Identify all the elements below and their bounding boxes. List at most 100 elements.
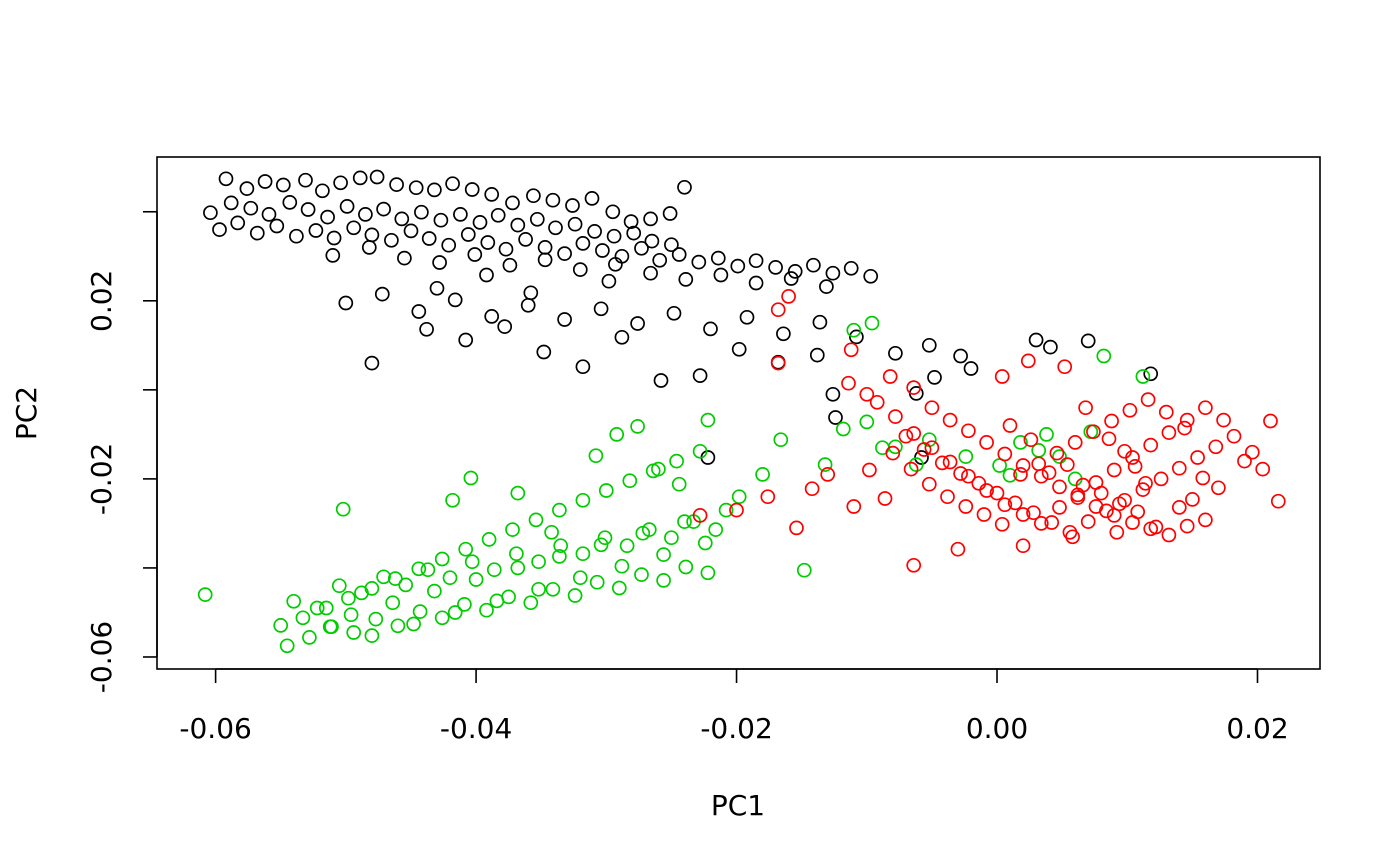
- data-point: [545, 192, 561, 208]
- data-point: [924, 440, 940, 456]
- data-point: [463, 470, 479, 486]
- data-point: [846, 322, 862, 338]
- data-point: [414, 204, 429, 220]
- data-point: [781, 289, 796, 304]
- data-point: [1057, 359, 1073, 375]
- data-point: [490, 207, 506, 223]
- data-point: [942, 412, 958, 428]
- points-layer: [197, 169, 1286, 654]
- data-point: [575, 359, 591, 375]
- data-point: [352, 170, 368, 186]
- data-point: [369, 169, 385, 185]
- data-point: [1099, 503, 1114, 519]
- data-point: [652, 252, 668, 268]
- data-point: [1179, 518, 1195, 534]
- data-point: [653, 373, 669, 388]
- data-point: [390, 618, 406, 634]
- data-point: [419, 321, 434, 337]
- data-point: [298, 172, 313, 188]
- data-point: [1067, 435, 1083, 450]
- data-point: [809, 347, 825, 363]
- data-point: [408, 180, 424, 196]
- data-point: [565, 198, 580, 213]
- data-point: [406, 616, 421, 632]
- data-point: [295, 610, 311, 626]
- data-point: [862, 462, 877, 478]
- data-point: [1255, 461, 1271, 477]
- data-point: [331, 578, 347, 594]
- x-tick-label: -0.06: [179, 712, 251, 745]
- data-point: [859, 414, 875, 430]
- data-point: [1185, 492, 1200, 507]
- data-point: [589, 574, 605, 590]
- data-point: [953, 466, 968, 481]
- data-point: [346, 625, 362, 640]
- data-point: [677, 514, 692, 529]
- data-point: [464, 182, 480, 197]
- data-point: [464, 554, 480, 570]
- data-point: [619, 538, 635, 554]
- data-point: [364, 227, 380, 243]
- data-point: [927, 370, 942, 385]
- x-axis-title: PC1: [711, 789, 765, 822]
- data-point: [364, 628, 380, 643]
- data-point: [994, 369, 1010, 384]
- data-point: [859, 386, 875, 402]
- data-point: [434, 551, 450, 567]
- data-point: [849, 329, 864, 345]
- data-point: [1028, 332, 1044, 348]
- data-point: [1148, 519, 1164, 535]
- data-point: [888, 439, 903, 455]
- data-point: [1226, 428, 1242, 444]
- data-point: [979, 435, 994, 450]
- data-point: [841, 375, 856, 391]
- data-point: [486, 562, 502, 578]
- data-point: [447, 605, 463, 620]
- data-point: [403, 223, 419, 239]
- data-point: [1177, 420, 1192, 436]
- data-point: [783, 271, 799, 286]
- data-point: [940, 489, 955, 505]
- data-point: [921, 337, 937, 353]
- data-point: [651, 461, 666, 477]
- data-point: [575, 492, 591, 508]
- data-point: [467, 247, 483, 262]
- data-point: [906, 557, 922, 573]
- data-point: [358, 207, 373, 222]
- data-point: [644, 233, 660, 249]
- data-point: [309, 600, 325, 616]
- data-point: [567, 588, 583, 603]
- data-point: [1023, 432, 1039, 448]
- data-point: [1161, 425, 1177, 440]
- plot-frame: [156, 156, 1321, 670]
- data-point: [1263, 413, 1278, 429]
- data-point: [510, 485, 526, 501]
- data-point: [921, 432, 937, 448]
- data-point: [812, 314, 828, 330]
- data-point: [447, 292, 463, 308]
- data-point: [882, 369, 898, 384]
- data-point: [796, 562, 812, 578]
- data-point: [906, 426, 922, 441]
- data-point: [302, 630, 317, 645]
- data-point: [1049, 445, 1065, 461]
- data-point: [898, 428, 914, 444]
- data-point: [789, 520, 804, 536]
- data-point: [678, 272, 694, 287]
- data-point: [458, 332, 474, 348]
- data-point: [315, 183, 330, 199]
- data-point: [505, 195, 520, 211]
- data-point: [1171, 500, 1187, 515]
- data-point: [421, 231, 437, 246]
- data-point: [997, 446, 1013, 462]
- data-point: [643, 211, 658, 227]
- data-point: [572, 262, 588, 277]
- data-point: [1013, 435, 1028, 450]
- data-point: [677, 179, 692, 195]
- data-point: [343, 607, 359, 623]
- data-point: [1216, 412, 1231, 428]
- data-point: [335, 501, 351, 517]
- data-point: [289, 228, 304, 244]
- data-point: [1195, 470, 1211, 486]
